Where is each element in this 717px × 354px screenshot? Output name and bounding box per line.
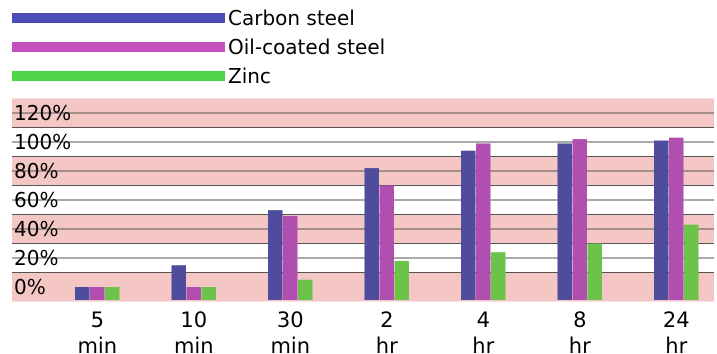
- x-category-label: 5: [91, 308, 104, 332]
- gridlines: [12, 112, 714, 273]
- bar-carbon-steel: [654, 140, 669, 300]
- x-category-label: 24: [663, 308, 690, 332]
- bar-carbon-steel: [557, 143, 572, 300]
- x-category-label: 10: [180, 308, 207, 332]
- y-tick-label: 100%: [14, 130, 71, 154]
- bar-zinc: [394, 260, 409, 300]
- bar-oil-coated-steel: [572, 139, 587, 300]
- legend-label: Carbon steel: [228, 6, 355, 30]
- bar-oil-coated-steel: [90, 287, 105, 300]
- bar-oil-coated-steel: [283, 215, 298, 300]
- legend-label: Zinc: [228, 64, 271, 88]
- x-category-label: min: [77, 334, 117, 354]
- x-category-label: min: [174, 334, 214, 354]
- legend: Carbon steel Oil-coated steel Zinc: [12, 6, 385, 88]
- bar-carbon-steel: [268, 210, 283, 300]
- x-category-label: hr: [472, 334, 494, 354]
- x-category-label: hr: [569, 334, 591, 354]
- bar-zinc: [491, 252, 506, 300]
- legend-label: Oil-coated steel: [228, 35, 385, 59]
- legend-swatch: [12, 42, 225, 52]
- bar-carbon-steel: [461, 150, 476, 300]
- bar-oil-coated-steel: [186, 287, 201, 300]
- bar-zinc: [298, 279, 313, 300]
- bar-carbon-steel: [171, 265, 186, 300]
- x-category-label: 30: [277, 308, 304, 332]
- y-tick-label: 0%: [14, 275, 46, 299]
- y-tick-label: 60%: [14, 188, 58, 212]
- bars: [75, 137, 699, 300]
- bar-carbon-steel: [364, 168, 379, 300]
- y-tick-label: 20%: [14, 246, 58, 270]
- bar-zinc: [105, 287, 120, 300]
- bar-zinc: [684, 224, 699, 300]
- legend-swatch: [12, 13, 225, 23]
- bar-oil-coated-steel: [379, 185, 394, 300]
- x-category-label: 8: [573, 308, 586, 332]
- bar-zinc: [201, 287, 216, 300]
- x-category-label: hr: [376, 334, 398, 354]
- y-tick-label: 40%: [14, 217, 58, 241]
- y-tick-label: 120%: [14, 101, 71, 125]
- bar-oil-coated-steel: [476, 143, 491, 300]
- x-category-label: min: [270, 334, 310, 354]
- x-category-label: 2: [380, 308, 393, 332]
- bar-zinc: [587, 243, 602, 300]
- x-category-label: 4: [477, 308, 490, 332]
- bar-carbon-steel: [75, 287, 90, 300]
- bar-oil-coated-steel: [669, 137, 684, 300]
- legend-swatch: [12, 71, 225, 81]
- x-category-label: hr: [665, 334, 687, 354]
- y-axis-ticks: 0% 20% 40% 60% 80% 100% 120%: [14, 101, 71, 299]
- y-tick-label: 80%: [14, 159, 58, 183]
